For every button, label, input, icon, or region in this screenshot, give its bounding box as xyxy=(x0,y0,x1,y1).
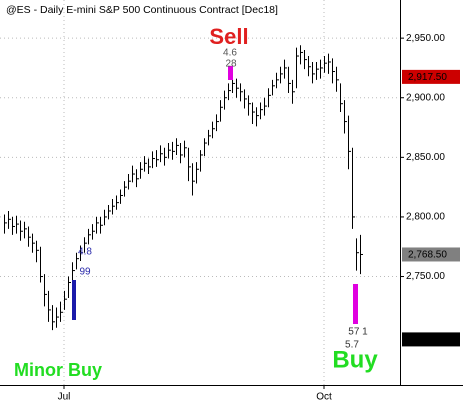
x-tick-label: Jul xyxy=(58,392,71,403)
y-tick-label: 2,750.00 xyxy=(406,271,445,282)
price-label: 2,697.25 xyxy=(408,335,447,346)
minor-buy-label: Minor Buy xyxy=(14,360,102,380)
sell-label: Sell xyxy=(209,24,248,49)
price-label-box xyxy=(402,247,460,262)
minor-buy-stat: 4.8 xyxy=(78,247,92,258)
buy-label: Buy xyxy=(332,346,378,373)
marks xyxy=(0,0,400,385)
buy-highlight xyxy=(353,284,358,324)
sell-highlight xyxy=(228,66,233,80)
y-tick-label: 2,850.00 xyxy=(406,152,445,163)
y-tick-label: 2,800.00 xyxy=(406,212,445,223)
price-label-box xyxy=(402,332,460,347)
price-label-box xyxy=(402,69,460,84)
y-tick-label: 2,950.00 xyxy=(406,33,445,44)
minor-buy-highlight xyxy=(72,280,76,320)
buy-stat: 5.7 xyxy=(345,340,359,351)
x-tick-label: Oct xyxy=(316,392,332,403)
sell-stat: 28 xyxy=(225,59,237,70)
sell-stat: 4.6 xyxy=(223,48,237,59)
y-tick-label: 2,900.00 xyxy=(406,92,445,103)
price-label: 2,917.50 xyxy=(408,72,447,83)
minor-buy-stat: 99 xyxy=(79,267,91,278)
price-label: 2,768.50 xyxy=(408,250,447,261)
buy-stat: 57 1 xyxy=(348,327,368,338)
chart-title: @ES - Daily E-mini S&P 500 Continuous Co… xyxy=(6,4,278,16)
